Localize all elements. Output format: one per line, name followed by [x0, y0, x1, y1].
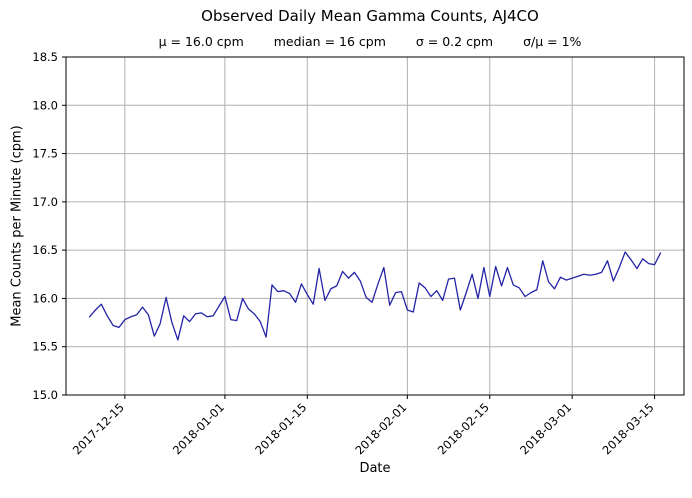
- x-axis-label: Date: [359, 461, 391, 476]
- axes-frame: [65, 56, 685, 396]
- y-tick-label: 15.5: [32, 340, 58, 354]
- x-tick-label: 2018-01-15: [252, 400, 309, 457]
- x-tick-label: 2018-03-01: [517, 400, 574, 457]
- y-tick-label: 17.5: [32, 147, 58, 161]
- y-tick-label: 16.5: [32, 243, 58, 257]
- y-tick-label: 15.0: [32, 388, 58, 402]
- y-tick-label: 18.0: [32, 98, 58, 112]
- stat-sigma-over-mu: σ/μ = 1%: [523, 34, 582, 49]
- y-tick-label: 18.5: [32, 50, 58, 64]
- x-tick-label: 2017-12-15: [70, 400, 127, 457]
- x-tick-label: 2018-03-15: [600, 400, 657, 457]
- x-tick-label: 2018-02-01: [352, 400, 409, 457]
- gamma-counts-line: [88, 251, 662, 341]
- x-tick-label: 2018-02-15: [435, 400, 492, 457]
- stat-mu: μ = 16.0 cpm: [158, 34, 244, 49]
- stat-sigma: σ = 0.2 cpm: [415, 34, 494, 49]
- stat-median: median = 16 cpm: [273, 34, 386, 49]
- y-tick-label: 16.0: [32, 291, 58, 305]
- x-tick-label: 2018-01-01: [170, 400, 227, 457]
- y-tick-label: 17.0: [32, 195, 58, 209]
- chart-title: Observed Daily Mean Gamma Counts, AJ4CO: [201, 7, 539, 25]
- chart-stats-line: μ = 16.0 cpm median = 16 cpm σ = 0.2 cpm…: [54, 34, 686, 49]
